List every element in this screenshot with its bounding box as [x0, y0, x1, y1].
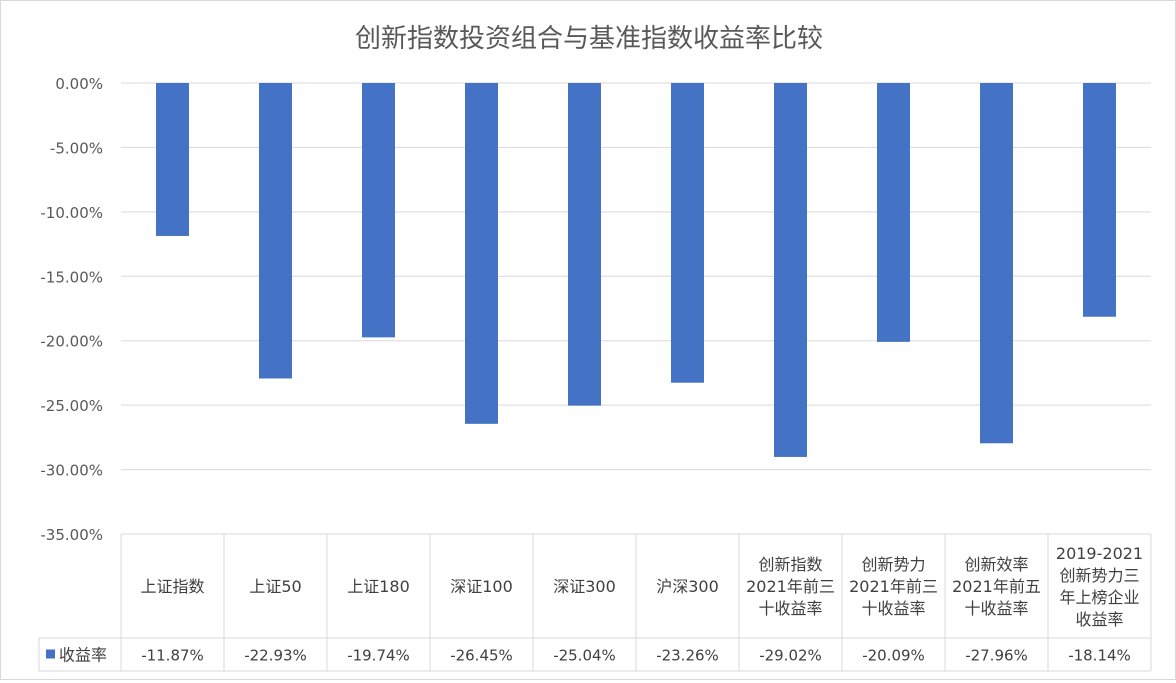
table-value-label: -26.45%: [450, 647, 513, 665]
table-value-label: -18.14%: [1068, 647, 1131, 665]
bar: [774, 83, 807, 457]
y-axis: 0.00% -5.00% -10.00% -15.00% -20.00% -25.00% -…: [40, 75, 103, 544]
category-label: 2019-2021: [1056, 544, 1143, 563]
table-value-label: -23.26%: [656, 647, 719, 665]
y-tick-label: -30.00%: [40, 462, 103, 480]
category-label: 创新指数: [758, 555, 822, 574]
bar: [156, 83, 189, 236]
table-value-label: -27.96%: [965, 647, 1028, 665]
y-tick-label: -15.00%: [40, 268, 103, 286]
category-label: 创新效率: [964, 555, 1028, 574]
category-label: 上证指数: [140, 577, 204, 596]
bar: [877, 83, 910, 342]
table-value-label: -19.74%: [347, 647, 410, 665]
bar: [671, 83, 704, 383]
category-label: 十收益率: [758, 599, 822, 618]
legend-swatch: [46, 649, 55, 659]
category-label: 十收益率: [964, 599, 1028, 618]
category-label: 收益率: [1075, 610, 1123, 629]
y-tick-label: 0.00%: [55, 75, 103, 93]
gridlines: [121, 82, 1151, 471]
category-label: 深证100: [450, 577, 513, 596]
data-table: 上证指数 上证50 上证180 深证100 深证300 沪深300创新指数2021年前三十…: [38, 533, 1152, 672]
legend-label: 收益率: [59, 646, 107, 665]
table-value-label: -25.04%: [553, 647, 616, 665]
category-label: 2021年前三: [746, 577, 835, 596]
bar: [568, 83, 601, 406]
category-label: 2021年前三: [849, 577, 938, 596]
category-label: 深证300: [553, 577, 616, 596]
category-label: 年上榜企业: [1059, 588, 1139, 607]
table-value-label: -29.02%: [759, 647, 822, 665]
table-value-label: -20.09%: [862, 647, 925, 665]
bar: [465, 83, 498, 424]
category-label: 上证50: [249, 577, 301, 596]
category-label: 创新势力: [861, 555, 925, 574]
chart-title: 创新指数投资组合与基准指数收益率比较: [355, 24, 823, 54]
y-tick-label: -25.00%: [40, 397, 103, 415]
category-label: 沪深300: [656, 577, 719, 596]
y-tick-label: -5.00%: [50, 139, 103, 157]
y-tick-label: -35.00%: [40, 526, 103, 544]
bar: [362, 83, 395, 338]
category-label: 2021年前五: [952, 577, 1041, 596]
bar: [259, 83, 292, 379]
category-label: 创新势力三: [1059, 566, 1139, 585]
table-value-label: -22.93%: [244, 647, 307, 665]
table-value-label: -11.87%: [141, 647, 204, 665]
bar: [1083, 83, 1116, 317]
y-tick-label: -20.00%: [40, 333, 103, 351]
y-tick-label: -10.00%: [40, 204, 103, 222]
category-label: 十收益率: [861, 599, 925, 618]
bar: [980, 83, 1013, 444]
category-label: 上证180: [347, 577, 410, 596]
bars: [156, 83, 1116, 457]
